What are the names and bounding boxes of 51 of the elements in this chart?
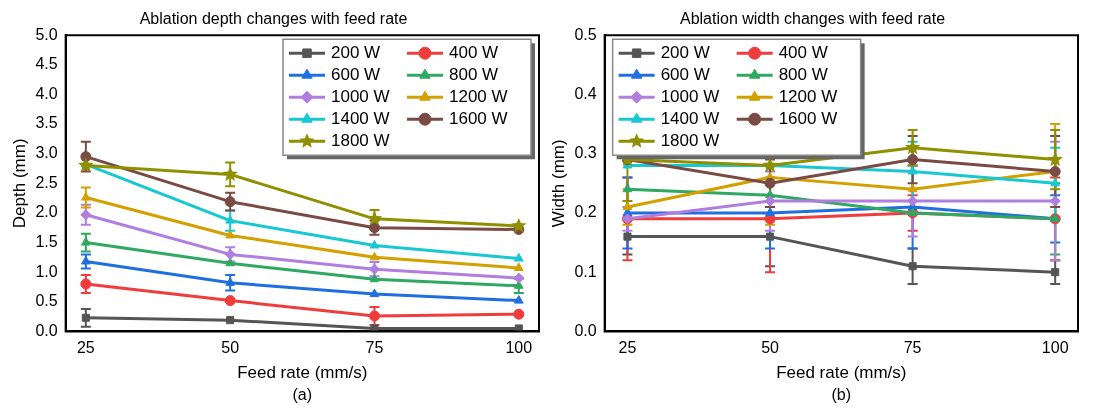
legend-label: 200 W bbox=[331, 42, 381, 62]
legend-label: 800 W bbox=[778, 64, 828, 84]
x-tick-label: 75 bbox=[903, 339, 922, 357]
x-tick-label: 75 bbox=[365, 339, 384, 357]
y-tick-label: 0.5 bbox=[35, 292, 58, 310]
x-tick-label: 50 bbox=[761, 339, 780, 357]
legend-label: 1200 W bbox=[449, 86, 508, 106]
legend-label: 1800 W bbox=[660, 130, 720, 150]
legend-label: 1400 W bbox=[660, 108, 720, 128]
chart-title: Ablation depth changes with feed rate bbox=[139, 10, 408, 28]
x-tick-label: 100 bbox=[505, 339, 533, 357]
y-tick-label: 0.0 bbox=[574, 321, 597, 339]
x-tick-label: 50 bbox=[221, 339, 240, 357]
x-tick-label: 25 bbox=[76, 339, 95, 357]
x-axis-title: Feed rate (mm/s) bbox=[776, 363, 907, 383]
legend-label: 1800 W bbox=[331, 130, 390, 150]
y-tick-label: 0.1 bbox=[574, 262, 597, 280]
text: (a) bbox=[292, 386, 313, 404]
legend-label: 400 W bbox=[778, 42, 828, 62]
x-tick-label: 100 bbox=[1041, 339, 1069, 357]
y-tick-label: 0.4 bbox=[574, 84, 597, 102]
y-tick-label: 2.0 bbox=[35, 203, 58, 221]
y-axis-title: Width (mm) bbox=[548, 139, 568, 228]
text: (b) bbox=[831, 386, 852, 404]
x-axis-title: Feed rate (mm/s) bbox=[237, 363, 368, 383]
y-tick-label: 3.5 bbox=[35, 114, 58, 132]
legend-label: 600 W bbox=[660, 64, 710, 84]
y-tick-label: 4.0 bbox=[35, 84, 58, 102]
y-tick-label: 1.5 bbox=[35, 232, 58, 250]
x-tick-label: 25 bbox=[618, 339, 637, 357]
legend-label: 1000 W bbox=[660, 86, 720, 106]
y-tick-label: 0.2 bbox=[574, 203, 597, 221]
legend-label: 1200 W bbox=[778, 86, 838, 106]
legend-label: 600 W bbox=[331, 64, 381, 84]
y-tick-label: 0.5 bbox=[574, 25, 597, 43]
y-axis-title: Depth (mm) bbox=[9, 138, 29, 229]
legend-label: 1000 W bbox=[331, 86, 390, 106]
y-tick-label: 3.0 bbox=[35, 144, 58, 162]
legend-label: 800 W bbox=[449, 64, 499, 84]
chart-title: Ablation width changes with feed rate bbox=[679, 10, 946, 28]
y-tick-label: 5.0 bbox=[35, 25, 58, 43]
y-tick-label: 0.0 bbox=[35, 321, 58, 339]
legend-label: 200 W bbox=[660, 42, 710, 62]
y-tick-label: 4.5 bbox=[35, 55, 58, 73]
legend-label: 1600 W bbox=[778, 108, 838, 128]
y-tick-label: 1.0 bbox=[35, 262, 58, 280]
y-tick-label: 2.5 bbox=[35, 173, 58, 191]
legend-label: 1400 W bbox=[331, 108, 390, 128]
legend-label: 400 W bbox=[449, 42, 499, 62]
legend-label: 1600 W bbox=[449, 108, 508, 128]
y-tick-label: 0.3 bbox=[574, 144, 597, 162]
